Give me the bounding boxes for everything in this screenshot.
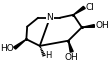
Polygon shape <box>73 6 85 15</box>
Polygon shape <box>82 25 95 27</box>
Text: HO: HO <box>0 44 14 53</box>
Text: H: H <box>45 51 51 60</box>
Text: OH: OH <box>65 53 79 62</box>
Polygon shape <box>68 41 73 52</box>
Text: OH: OH <box>95 21 109 30</box>
Text: N: N <box>47 13 53 22</box>
Polygon shape <box>14 39 26 49</box>
Text: Cl: Cl <box>85 3 94 12</box>
